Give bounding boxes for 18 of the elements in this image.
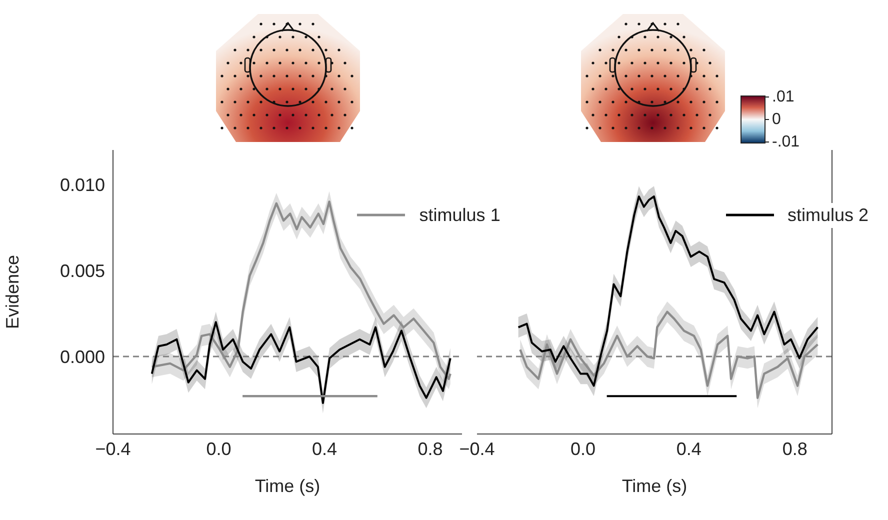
color-scale: .01 0 -.01 [740, 88, 800, 150]
x-tick-label: 0.4 [676, 438, 702, 459]
x-axis-title: Time (s) [622, 476, 688, 496]
x-tick-label: 0.0 [206, 438, 232, 459]
y-tick-label: 0.000 [60, 346, 105, 367]
legend-label: stimulus 2 [788, 202, 869, 228]
x-tick-label: 0.8 [418, 438, 443, 459]
x-tick-label: 0.0 [570, 438, 596, 459]
y-axis-title: Evidence [2, 254, 22, 330]
legend-label: stimulus 1 [419, 202, 500, 228]
x-axis-title: Time (s) [254, 476, 320, 496]
x-tick-label: 0.4 [312, 438, 338, 459]
y-tick-label: 0.005 [60, 260, 105, 281]
x-tick-label: 0.8 [782, 438, 808, 459]
x-tick-label: −0.4 [95, 438, 131, 459]
x-tick-label: −0.4 [459, 438, 495, 459]
y-tick-label: 0.010 [60, 174, 105, 195]
annotation: -.01 [772, 134, 800, 150]
